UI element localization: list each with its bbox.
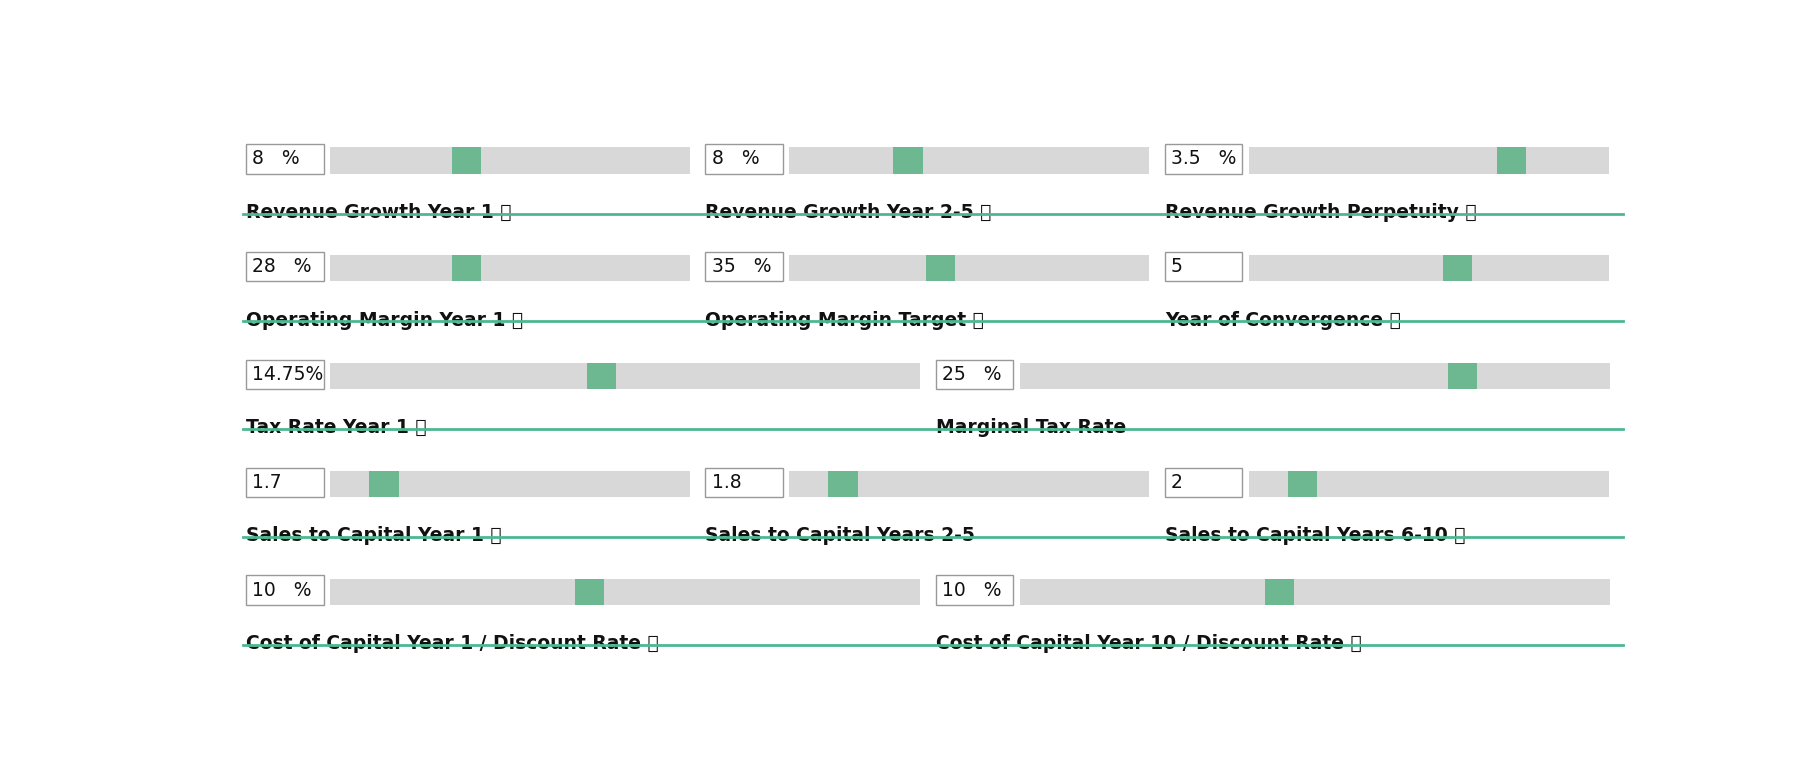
Text: 2: 2	[1170, 473, 1183, 492]
FancyBboxPatch shape	[1019, 363, 1611, 389]
FancyBboxPatch shape	[1249, 471, 1609, 497]
FancyBboxPatch shape	[1165, 252, 1243, 281]
FancyBboxPatch shape	[894, 147, 923, 174]
Text: 10   %: 10 %	[253, 581, 311, 600]
FancyBboxPatch shape	[706, 468, 783, 497]
FancyBboxPatch shape	[790, 147, 1150, 174]
Text: Revenue Growth Year 1 ⓘ: Revenue Growth Year 1 ⓘ	[246, 203, 511, 222]
Text: Sales to Capital Year 1 ⓘ: Sales to Capital Year 1 ⓘ	[246, 526, 502, 545]
Text: Sales to Capital Years 2-5: Sales to Capital Years 2-5	[706, 526, 976, 545]
FancyBboxPatch shape	[1496, 147, 1527, 174]
FancyBboxPatch shape	[1447, 363, 1478, 389]
FancyBboxPatch shape	[926, 255, 956, 281]
Text: Sales to Capital Years 6-10 ⓘ: Sales to Capital Years 6-10 ⓘ	[1165, 526, 1465, 545]
Text: Cost of Capital Year 1 / Discount Rate ⓘ: Cost of Capital Year 1 / Discount Rate ⓘ	[246, 634, 659, 653]
FancyBboxPatch shape	[1289, 471, 1318, 497]
Text: 5: 5	[1170, 257, 1183, 277]
Text: Cost of Capital Year 10 / Discount Rate ⓘ: Cost of Capital Year 10 / Discount Rate …	[935, 634, 1361, 653]
Text: 35   %: 35 %	[712, 257, 772, 277]
FancyBboxPatch shape	[1265, 578, 1294, 604]
FancyBboxPatch shape	[329, 363, 921, 389]
FancyBboxPatch shape	[329, 255, 690, 281]
Text: 10   %: 10 %	[943, 581, 1001, 600]
FancyBboxPatch shape	[706, 144, 783, 174]
FancyBboxPatch shape	[1165, 468, 1243, 497]
Text: 14.75%: 14.75%	[253, 365, 324, 384]
Text: Tax Rate Year 1 ⓘ: Tax Rate Year 1 ⓘ	[246, 418, 426, 437]
FancyBboxPatch shape	[329, 471, 690, 497]
Text: Revenue Growth Year 2-5 ⓘ: Revenue Growth Year 2-5 ⓘ	[706, 203, 992, 222]
FancyBboxPatch shape	[369, 471, 399, 497]
Text: Operating Margin Target ⓘ: Operating Margin Target ⓘ	[706, 310, 985, 329]
FancyBboxPatch shape	[1443, 255, 1472, 281]
FancyBboxPatch shape	[246, 144, 324, 174]
Text: 1.7: 1.7	[253, 473, 282, 492]
FancyBboxPatch shape	[329, 578, 921, 604]
FancyBboxPatch shape	[828, 471, 857, 497]
Text: Revenue Growth Perpetuity ⓘ: Revenue Growth Perpetuity ⓘ	[1165, 203, 1476, 222]
FancyBboxPatch shape	[246, 252, 324, 281]
FancyBboxPatch shape	[1165, 144, 1243, 174]
Text: Marginal Tax Rate: Marginal Tax Rate	[935, 418, 1127, 437]
FancyBboxPatch shape	[329, 147, 690, 174]
FancyBboxPatch shape	[451, 255, 482, 281]
Text: 8   %: 8 %	[712, 149, 759, 169]
FancyBboxPatch shape	[706, 252, 783, 281]
FancyBboxPatch shape	[790, 255, 1150, 281]
Text: 25   %: 25 %	[943, 365, 1001, 384]
FancyBboxPatch shape	[935, 360, 1014, 389]
Text: 28   %: 28 %	[253, 257, 311, 277]
Text: 3.5   %: 3.5 %	[1170, 149, 1236, 169]
FancyBboxPatch shape	[246, 468, 324, 497]
FancyBboxPatch shape	[246, 575, 324, 604]
FancyBboxPatch shape	[1249, 147, 1609, 174]
FancyBboxPatch shape	[1019, 578, 1611, 604]
Text: 8   %: 8 %	[253, 149, 300, 169]
FancyBboxPatch shape	[935, 575, 1014, 604]
FancyBboxPatch shape	[575, 578, 604, 604]
FancyBboxPatch shape	[790, 471, 1150, 497]
FancyBboxPatch shape	[586, 363, 617, 389]
FancyBboxPatch shape	[1249, 255, 1609, 281]
Text: Year of Convergence ⓘ: Year of Convergence ⓘ	[1165, 310, 1401, 329]
Text: Operating Margin Year 1 ⓘ: Operating Margin Year 1 ⓘ	[246, 310, 522, 329]
FancyBboxPatch shape	[451, 147, 482, 174]
Text: 1.8: 1.8	[712, 473, 741, 492]
FancyBboxPatch shape	[246, 360, 324, 389]
